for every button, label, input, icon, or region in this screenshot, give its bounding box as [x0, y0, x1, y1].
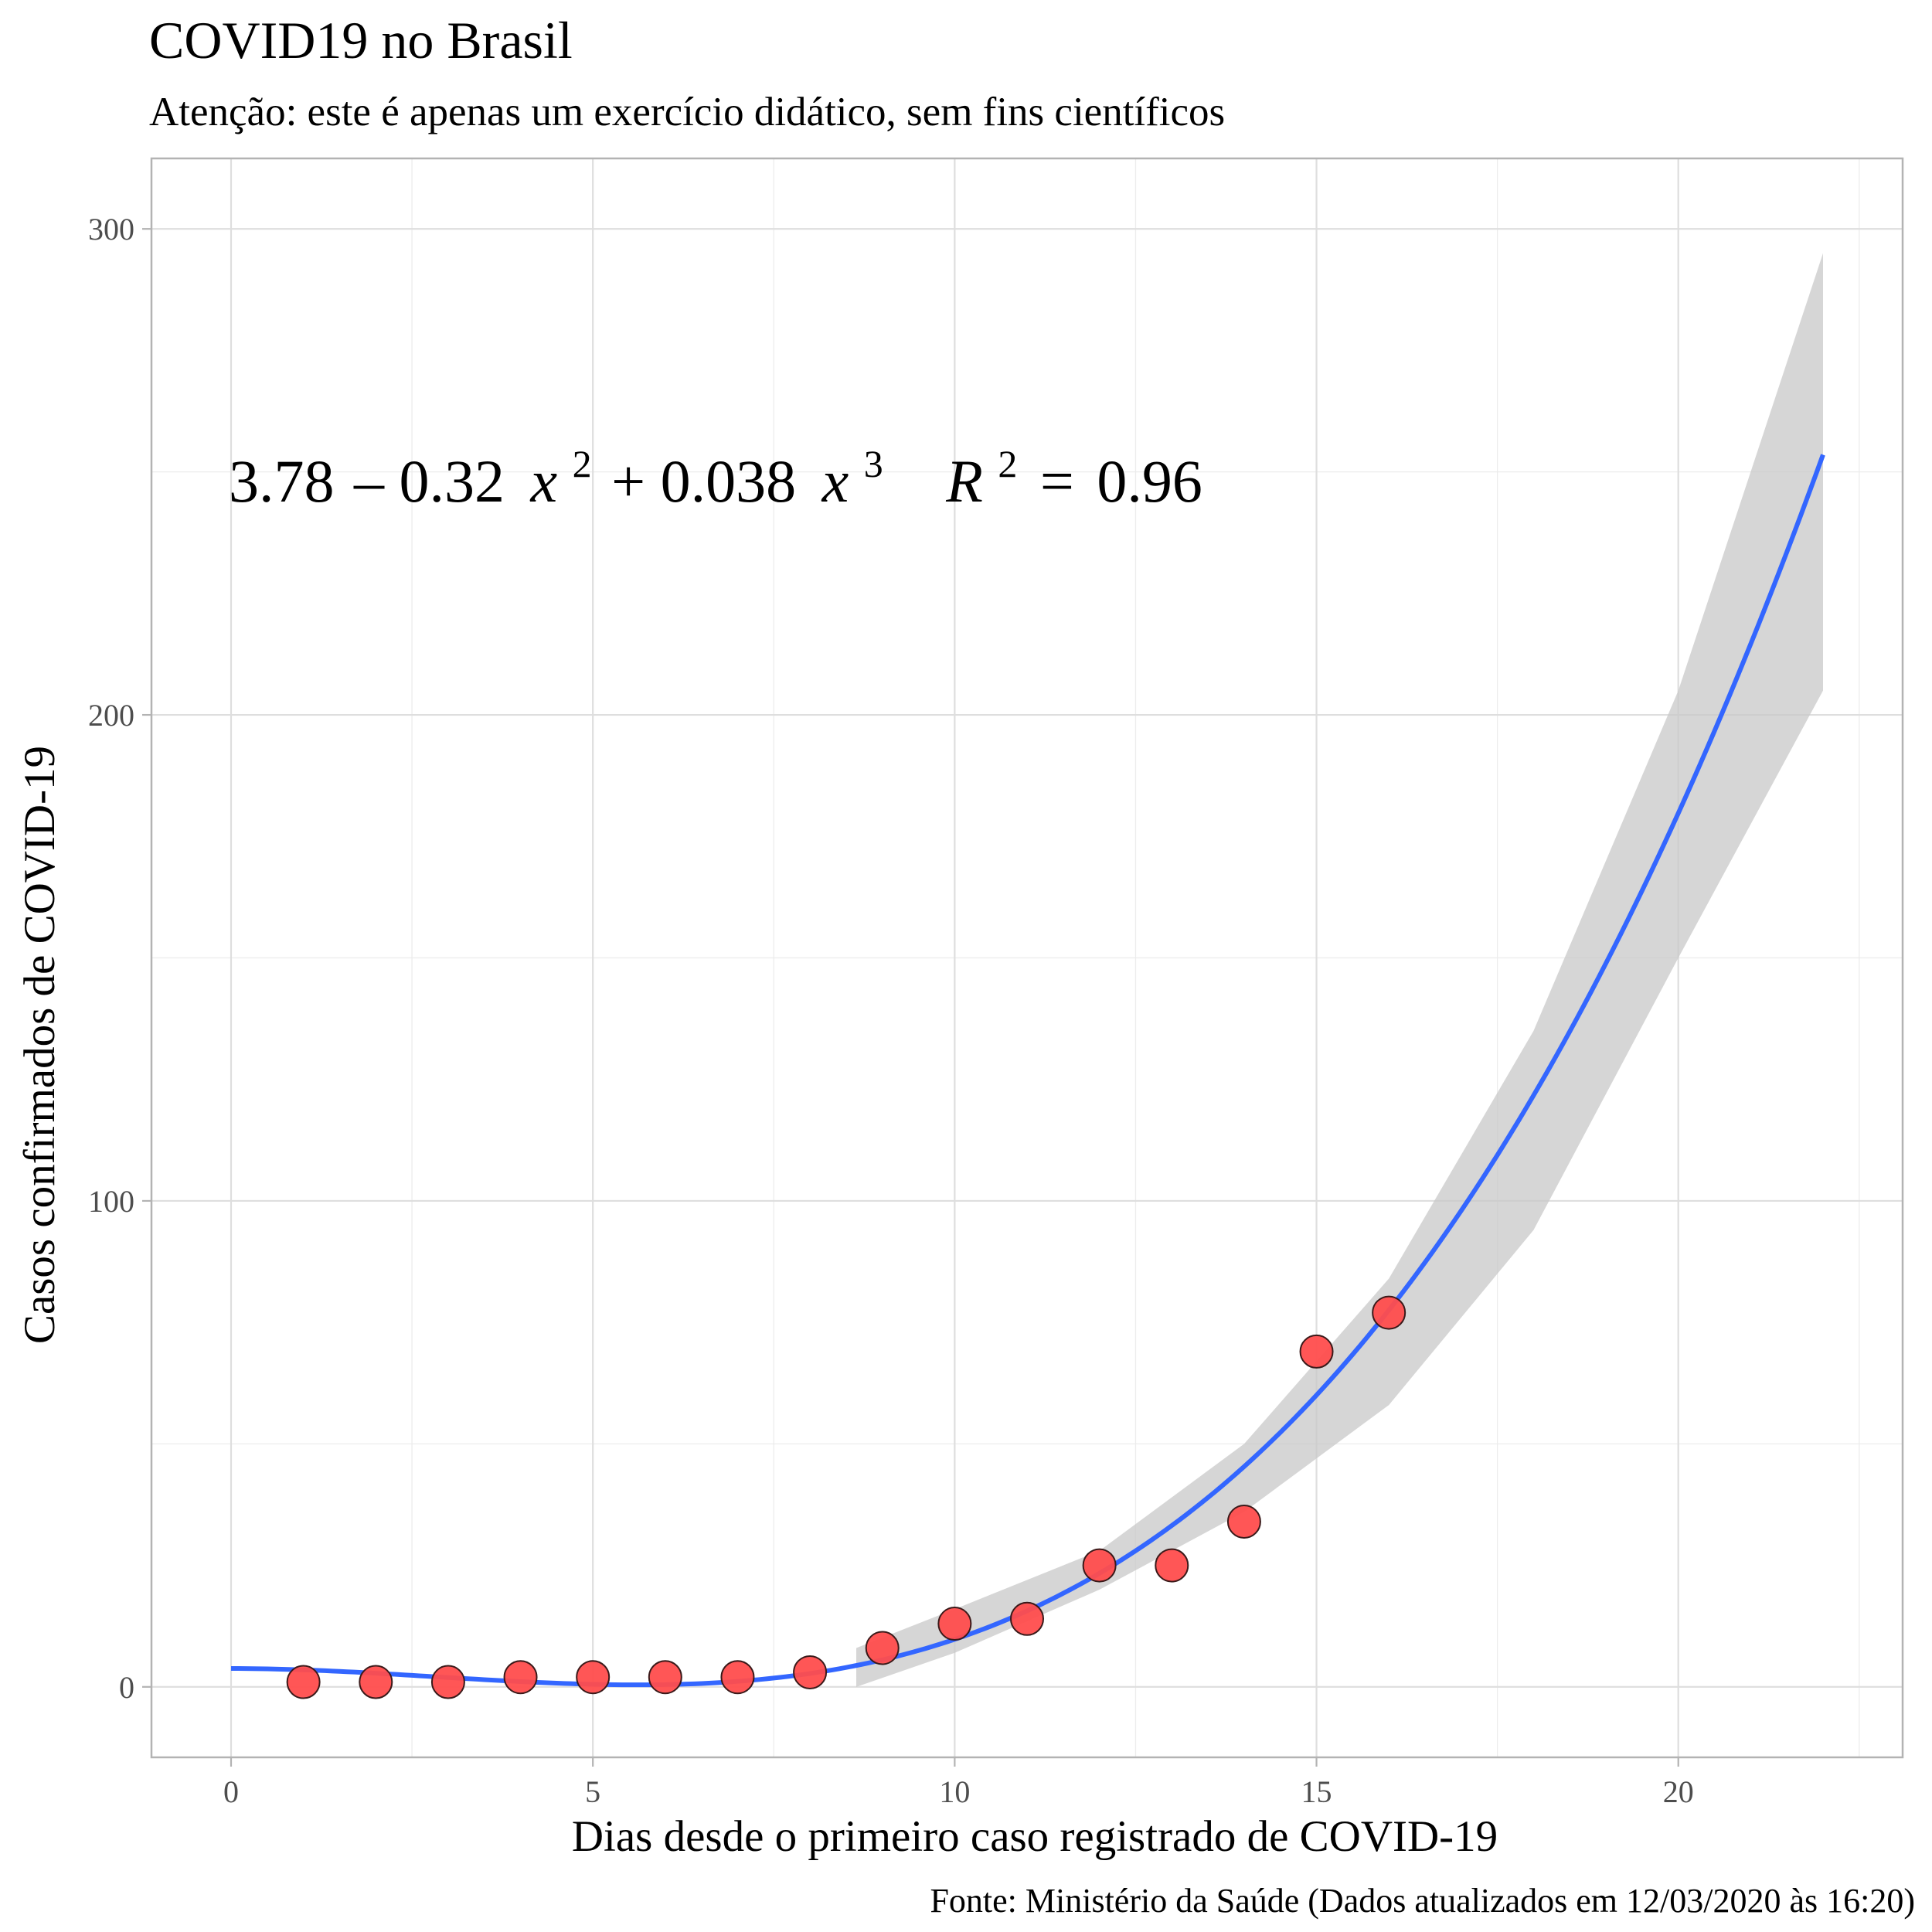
eq-r: R	[945, 447, 983, 515]
eq-plus: +	[611, 447, 645, 515]
eq-x-square: x	[530, 447, 558, 515]
eq-intercept: 3.78	[229, 447, 335, 515]
data-point	[1010, 1601, 1044, 1636]
x-tick-label: 5	[585, 1774, 600, 1809]
eq-power-3: 3	[864, 442, 883, 485]
data-point	[937, 1607, 972, 1641]
x-tick-label: 15	[1301, 1774, 1332, 1809]
data-point	[1226, 1504, 1261, 1539]
eq-coef-x2: 0.32	[400, 447, 505, 515]
data-point	[1299, 1334, 1334, 1369]
eq-r-power: 2	[998, 442, 1017, 485]
y-tick-label: 0	[119, 1670, 134, 1705]
y-tick-label: 200	[88, 698, 134, 733]
x-axis: 0 5 10 15 20	[223, 1757, 1694, 1809]
confidence-ribbon	[856, 253, 1823, 1687]
regression-equation: 3.78 – 0.32 x 2 + 0.038 x 3 R 2 = 0.96	[229, 423, 1202, 515]
data-point	[1155, 1548, 1189, 1583]
panel-border	[150, 157, 1904, 1759]
data-point	[720, 1660, 755, 1695]
eq-r-squared-value: 0.96	[1097, 447, 1202, 515]
chart-caption: Fonte: Ministério da Saúde (Dados atuali…	[930, 1882, 1915, 1920]
data-point	[648, 1660, 682, 1695]
data-point	[430, 1665, 465, 1699]
eq-coef-x3: 0.038	[661, 447, 797, 515]
eq-minus: –	[353, 447, 385, 515]
x-tick-label: 10	[939, 1774, 970, 1809]
chart-title: COVID19 no Brasil	[149, 11, 573, 70]
data-point	[865, 1631, 900, 1665]
eq-x-cube: x	[821, 447, 849, 515]
x-axis-title: Dias desde o primeiro caso registrado de…	[572, 1812, 1498, 1861]
data-points	[286, 1295, 1406, 1699]
y-axis: 0 100 200 300	[88, 212, 151, 1705]
data-point	[793, 1655, 828, 1689]
data-point	[503, 1660, 538, 1695]
y-tick-label: 300	[88, 212, 134, 247]
data-point	[359, 1665, 393, 1699]
data-point	[1082, 1548, 1117, 1583]
data-point	[576, 1660, 611, 1695]
grid-minor-lines	[151, 158, 1903, 1757]
x-tick-label: 0	[223, 1774, 239, 1809]
eq-equals: =	[1040, 447, 1074, 515]
plot-panel	[150, 157, 1904, 1759]
x-tick-label: 20	[1663, 1774, 1694, 1809]
chart-subtitle: Atenção: este é apenas um exercício didá…	[149, 90, 1225, 134]
data-point	[1372, 1295, 1406, 1330]
data-point	[286, 1665, 321, 1699]
y-axis-title: Casos confirmados de COVID-19	[15, 746, 64, 1344]
eq-power-2: 2	[573, 442, 592, 485]
y-tick-label: 100	[88, 1184, 134, 1219]
